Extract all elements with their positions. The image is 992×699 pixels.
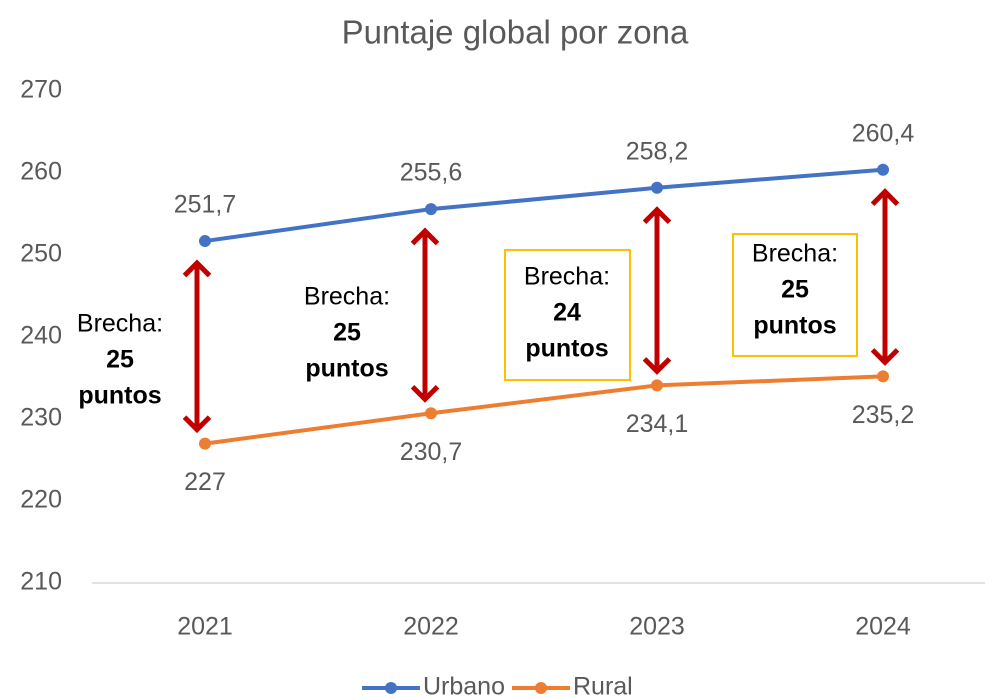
y-tick-label: 220: [20, 486, 62, 514]
data-point: [651, 181, 663, 194]
data-label: 251,7: [174, 191, 237, 219]
legend-marker: [385, 682, 397, 694]
legend-label: Rural: [573, 673, 633, 699]
annotation-text: Brecha:: [304, 283, 390, 311]
annotation-text: 24: [553, 299, 581, 327]
y-tick-label: 270: [20, 76, 62, 104]
annotation-text: 25: [106, 346, 134, 374]
annotation-text: puntos: [78, 382, 161, 410]
x-tick-label: 2022: [403, 613, 459, 641]
y-tick-label: 230: [20, 404, 62, 432]
data-point: [651, 379, 663, 392]
annotation-text: 25: [333, 319, 361, 347]
series-line: [204, 167, 884, 244]
annotation-text: 25: [781, 276, 809, 304]
data-point: [199, 235, 211, 248]
annotation-text: puntos: [525, 335, 608, 363]
data-point: [425, 203, 437, 216]
data-label: 260,4: [852, 119, 915, 147]
annotation-text: puntos: [753, 312, 836, 340]
data-label: 230,7: [400, 438, 463, 466]
annotation-text: Brecha:: [752, 240, 838, 268]
annotation-box: [504, 249, 631, 381]
y-tick-label: 250: [20, 240, 62, 268]
x-tick-label: 2024: [855, 613, 911, 641]
data-label: 255,6: [400, 159, 463, 187]
y-tick-label: 240: [20, 322, 62, 350]
data-label: 227: [184, 468, 226, 496]
chart-title: Puntaje global por zona: [342, 14, 689, 51]
annotation-text: Brecha:: [77, 310, 163, 338]
data-label: 234,1: [626, 410, 689, 438]
legend-label: Urbano: [423, 673, 505, 699]
data-label: 235,2: [852, 401, 915, 429]
legend-marker: [535, 682, 547, 694]
data-point: [425, 407, 437, 420]
annotation-box: [732, 233, 858, 357]
data-point: [199, 437, 211, 450]
annotation-text: Brecha:: [524, 263, 610, 291]
data-point: [877, 370, 889, 383]
annotation-text: puntos: [305, 355, 388, 383]
data-point: [877, 163, 889, 176]
x-tick-label: 2021: [177, 613, 233, 641]
data-label: 258,2: [626, 137, 689, 165]
x-tick-label: 2023: [629, 613, 685, 641]
series-line: [204, 374, 884, 446]
y-tick-label: 210: [20, 568, 62, 596]
y-tick-label: 260: [20, 158, 62, 186]
